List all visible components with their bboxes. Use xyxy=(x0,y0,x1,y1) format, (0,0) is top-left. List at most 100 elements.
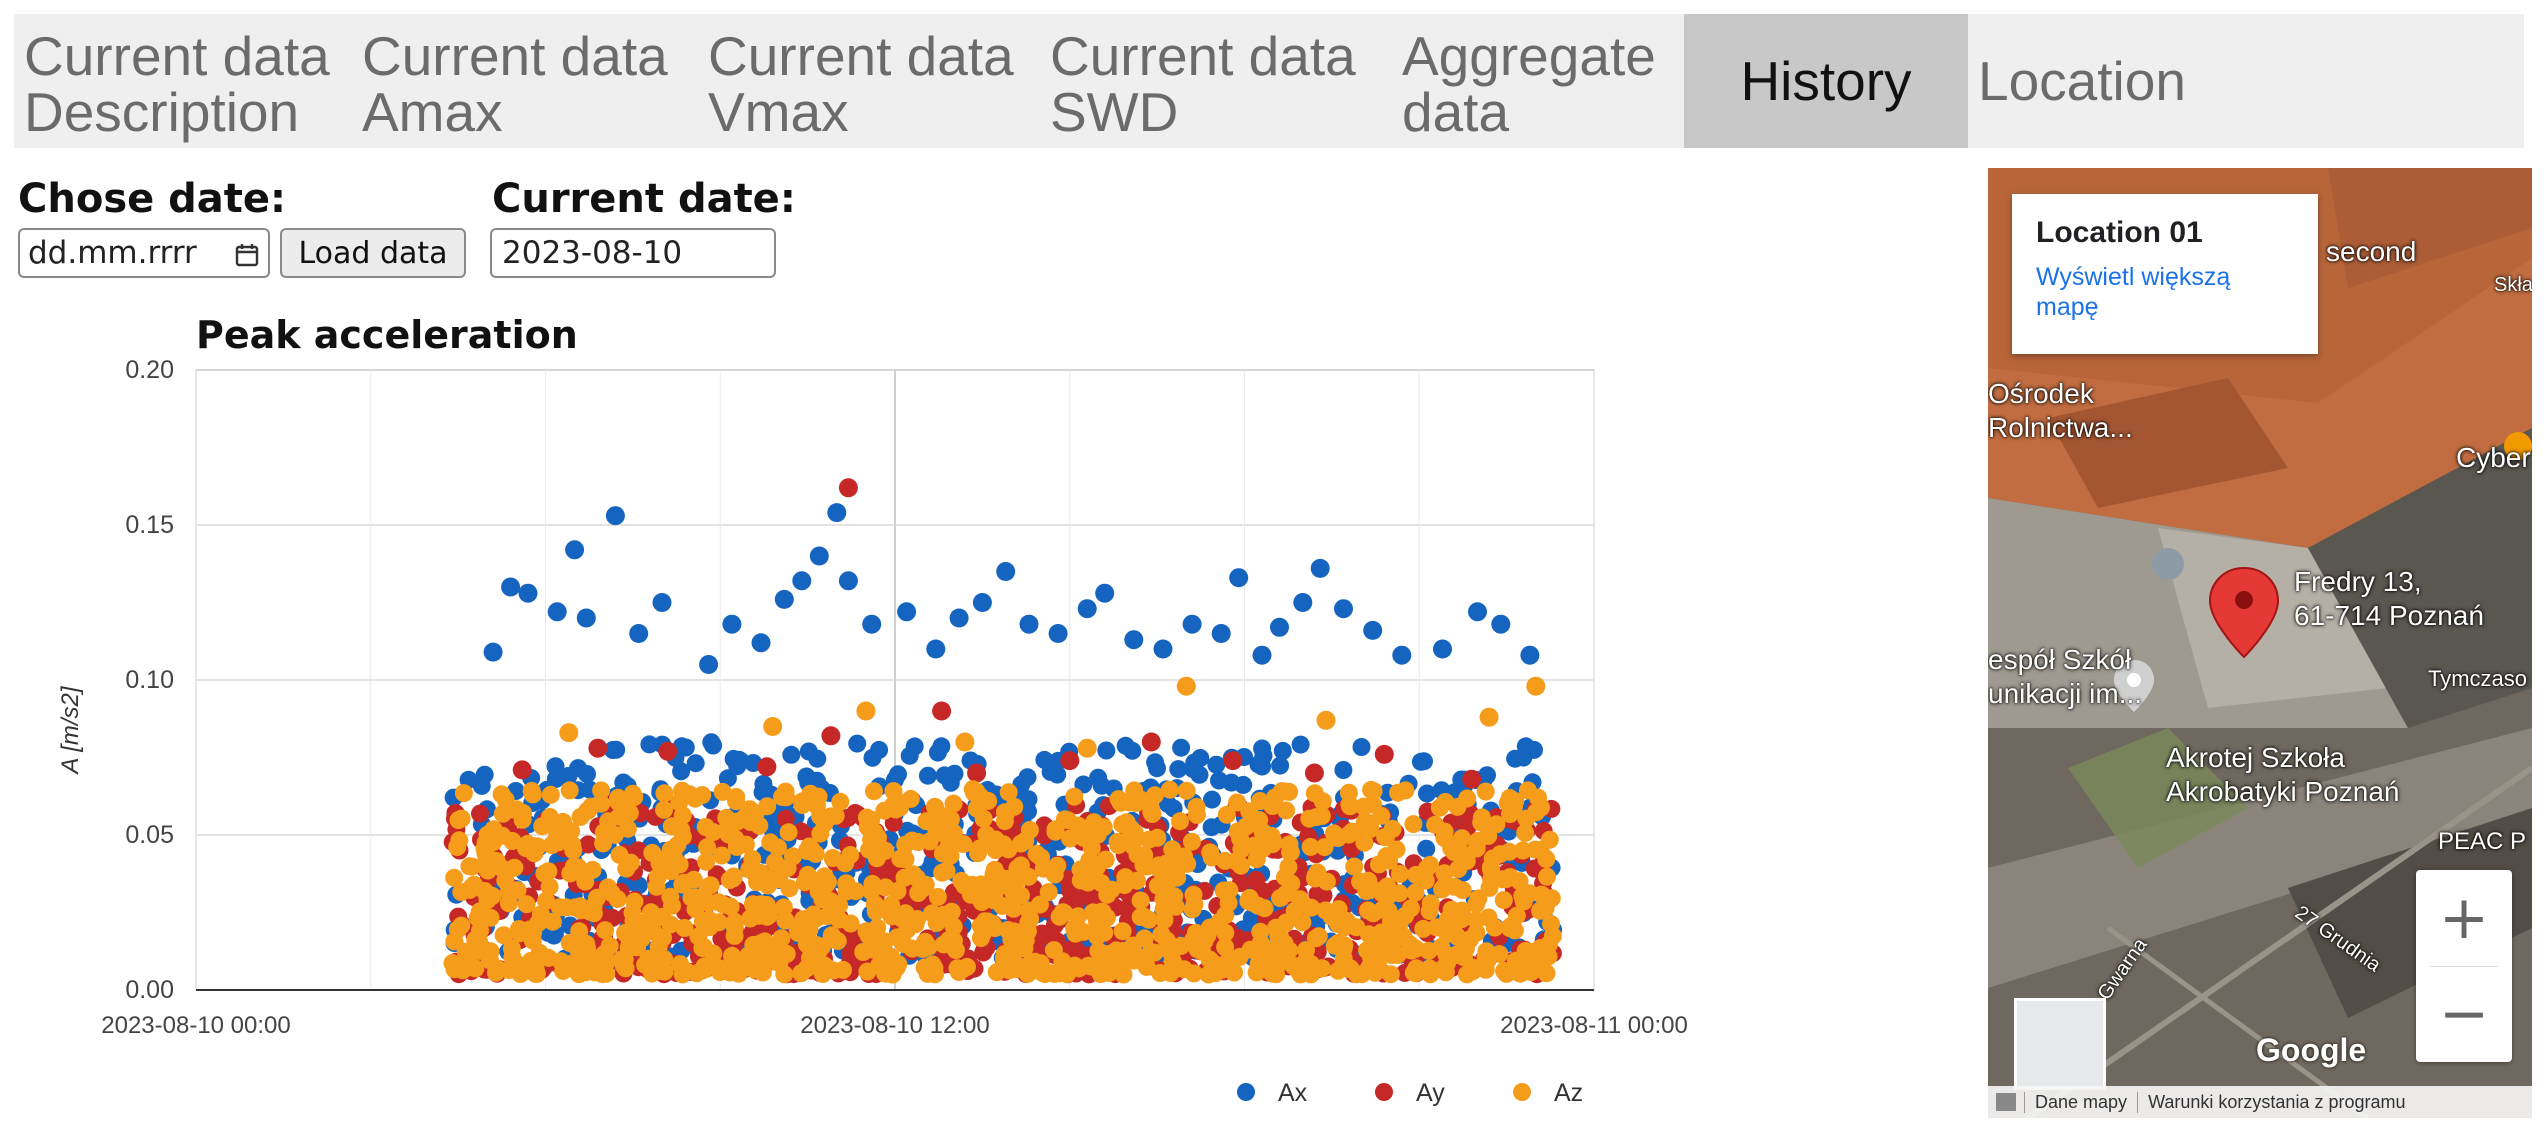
data-point-ax xyxy=(926,639,946,659)
chart-title: Peak acceleration xyxy=(196,313,578,357)
data-point-az xyxy=(654,928,672,947)
data-point-az xyxy=(955,732,975,752)
data-point-az xyxy=(1148,828,1167,847)
data-point-az xyxy=(1161,936,1180,955)
tab-location[interactable]: Location xyxy=(1968,14,2524,148)
data-point-az xyxy=(763,717,783,736)
tab-label-line1: Current data xyxy=(1050,25,1356,87)
data-point-ax xyxy=(1468,602,1487,622)
data-point-az xyxy=(1482,860,1501,879)
data-point-ay xyxy=(471,804,489,823)
data-point-az xyxy=(769,838,787,857)
data-point-ax xyxy=(1203,790,1221,809)
data-point-az xyxy=(1496,870,1515,889)
data-point-ax xyxy=(1363,620,1383,640)
data-point-az xyxy=(1456,939,1475,958)
data-point-az xyxy=(539,948,558,967)
zoom-divider xyxy=(2430,966,2498,967)
map-label: 61-714 Poznań xyxy=(2294,600,2484,631)
tab-history[interactable]: History xyxy=(1684,14,1968,148)
data-point-az xyxy=(1404,815,1423,834)
legend-label-az: Az xyxy=(1554,1079,1583,1107)
data-point-ax xyxy=(652,593,672,612)
data-point-az xyxy=(1526,676,1546,696)
data-point-az xyxy=(549,833,568,852)
data-point-az xyxy=(934,807,952,826)
data-point-ax xyxy=(672,762,691,781)
data-point-az xyxy=(636,955,655,974)
tab-current-data-description[interactable]: Current data Description xyxy=(14,14,352,148)
data-point-az xyxy=(1442,839,1461,858)
tab-current-data-swd[interactable]: Current data SWD xyxy=(1040,14,1392,148)
data-point-az xyxy=(743,895,762,914)
load-data-button[interactable]: Load data xyxy=(280,228,466,278)
data-point-ax xyxy=(1270,617,1289,637)
data-point-ay xyxy=(1462,769,1482,789)
data-point-ax xyxy=(753,783,772,802)
zoom-out-button[interactable]: − xyxy=(2438,979,2490,1049)
data-point-ay xyxy=(1247,870,1266,889)
data-point-az xyxy=(1472,808,1491,827)
location-map[interactable]: Location 01 Wyświetl większą mapę second… xyxy=(1988,168,2532,1118)
data-point-ay xyxy=(757,757,777,777)
data-point-az xyxy=(819,872,837,891)
data-point-az xyxy=(818,907,837,926)
map-type-thumbnail[interactable] xyxy=(2014,998,2106,1090)
y-tick-label: 0.10 xyxy=(125,666,174,694)
tab-aggregate-data[interactable]: Aggregate data xyxy=(1392,14,1684,148)
date-picker-input[interactable]: dd.mm.rrrr xyxy=(18,228,270,278)
data-point-az xyxy=(1291,965,1310,984)
data-point-ax xyxy=(1172,738,1191,757)
data-point-ax xyxy=(949,608,969,628)
tab-current-data-amax[interactable]: Current data Amax xyxy=(352,14,698,148)
data-point-az xyxy=(1079,829,1098,848)
data-point-az xyxy=(1527,803,1546,822)
peak-acceleration-chart: Peak acceleration A [m/s2] 0.00 0.05 0.10 0… xyxy=(0,300,1760,1134)
data-point-ax xyxy=(1491,614,1511,634)
data-point-ay xyxy=(838,478,858,498)
data-point-ax xyxy=(1229,568,1249,588)
map-label: unikacji im... xyxy=(1988,678,2143,709)
data-point-az xyxy=(1232,856,1250,875)
data-point-az xyxy=(1339,783,1358,802)
data-point-az xyxy=(566,898,584,917)
data-point-az xyxy=(985,860,1004,879)
data-point-ax xyxy=(1433,639,1452,659)
tab-current-data-vmax[interactable]: Current data Vmax xyxy=(698,14,1040,148)
data-point-az xyxy=(775,965,794,984)
data-point-ax xyxy=(1252,645,1272,665)
tab-label-line1: Current data xyxy=(24,25,330,87)
zoom-in-button[interactable]: + xyxy=(2438,883,2490,953)
data-point-az xyxy=(695,938,714,957)
data-point-ax xyxy=(1092,776,1111,795)
data-point-az xyxy=(1500,842,1519,861)
location-info-card: Location 01 Wyświetl większą mapę xyxy=(2012,194,2318,354)
data-point-az xyxy=(830,896,849,915)
map-data-link[interactable]: Dane mapy xyxy=(2024,1091,2137,1113)
data-point-ax xyxy=(972,593,992,612)
terms-link[interactable]: Warunki korzystania z programu xyxy=(2137,1091,2415,1113)
location-pin-icon[interactable] xyxy=(2208,566,2280,659)
data-point-ay xyxy=(884,813,903,832)
data-point-az xyxy=(1339,960,1358,979)
calendar-icon[interactable] xyxy=(234,240,260,267)
data-point-az xyxy=(1426,815,1445,834)
data-point-az xyxy=(478,891,497,910)
current-date-field[interactable]: 2023-08-10 xyxy=(490,228,776,278)
data-point-az xyxy=(1469,889,1488,908)
data-point-az xyxy=(1468,832,1487,850)
data-point-az xyxy=(617,859,636,878)
data-point-ax xyxy=(1334,761,1353,779)
keyboard-shortcuts-icon[interactable] xyxy=(1996,1093,2016,1111)
data-point-az xyxy=(1380,851,1399,870)
view-larger-map-link[interactable]: Wyświetl większą mapę xyxy=(2036,263,2231,321)
data-point-ax xyxy=(1041,762,1060,781)
data-point-ax xyxy=(702,733,721,752)
data-point-az xyxy=(1390,865,1409,883)
current-date-label: Current date: xyxy=(492,176,796,222)
data-point-az xyxy=(1521,942,1540,961)
data-point-ay xyxy=(1141,732,1161,752)
map-label: Skła xyxy=(2494,274,2532,296)
data-point-az xyxy=(1250,811,1269,830)
data-point-az xyxy=(1157,874,1176,893)
